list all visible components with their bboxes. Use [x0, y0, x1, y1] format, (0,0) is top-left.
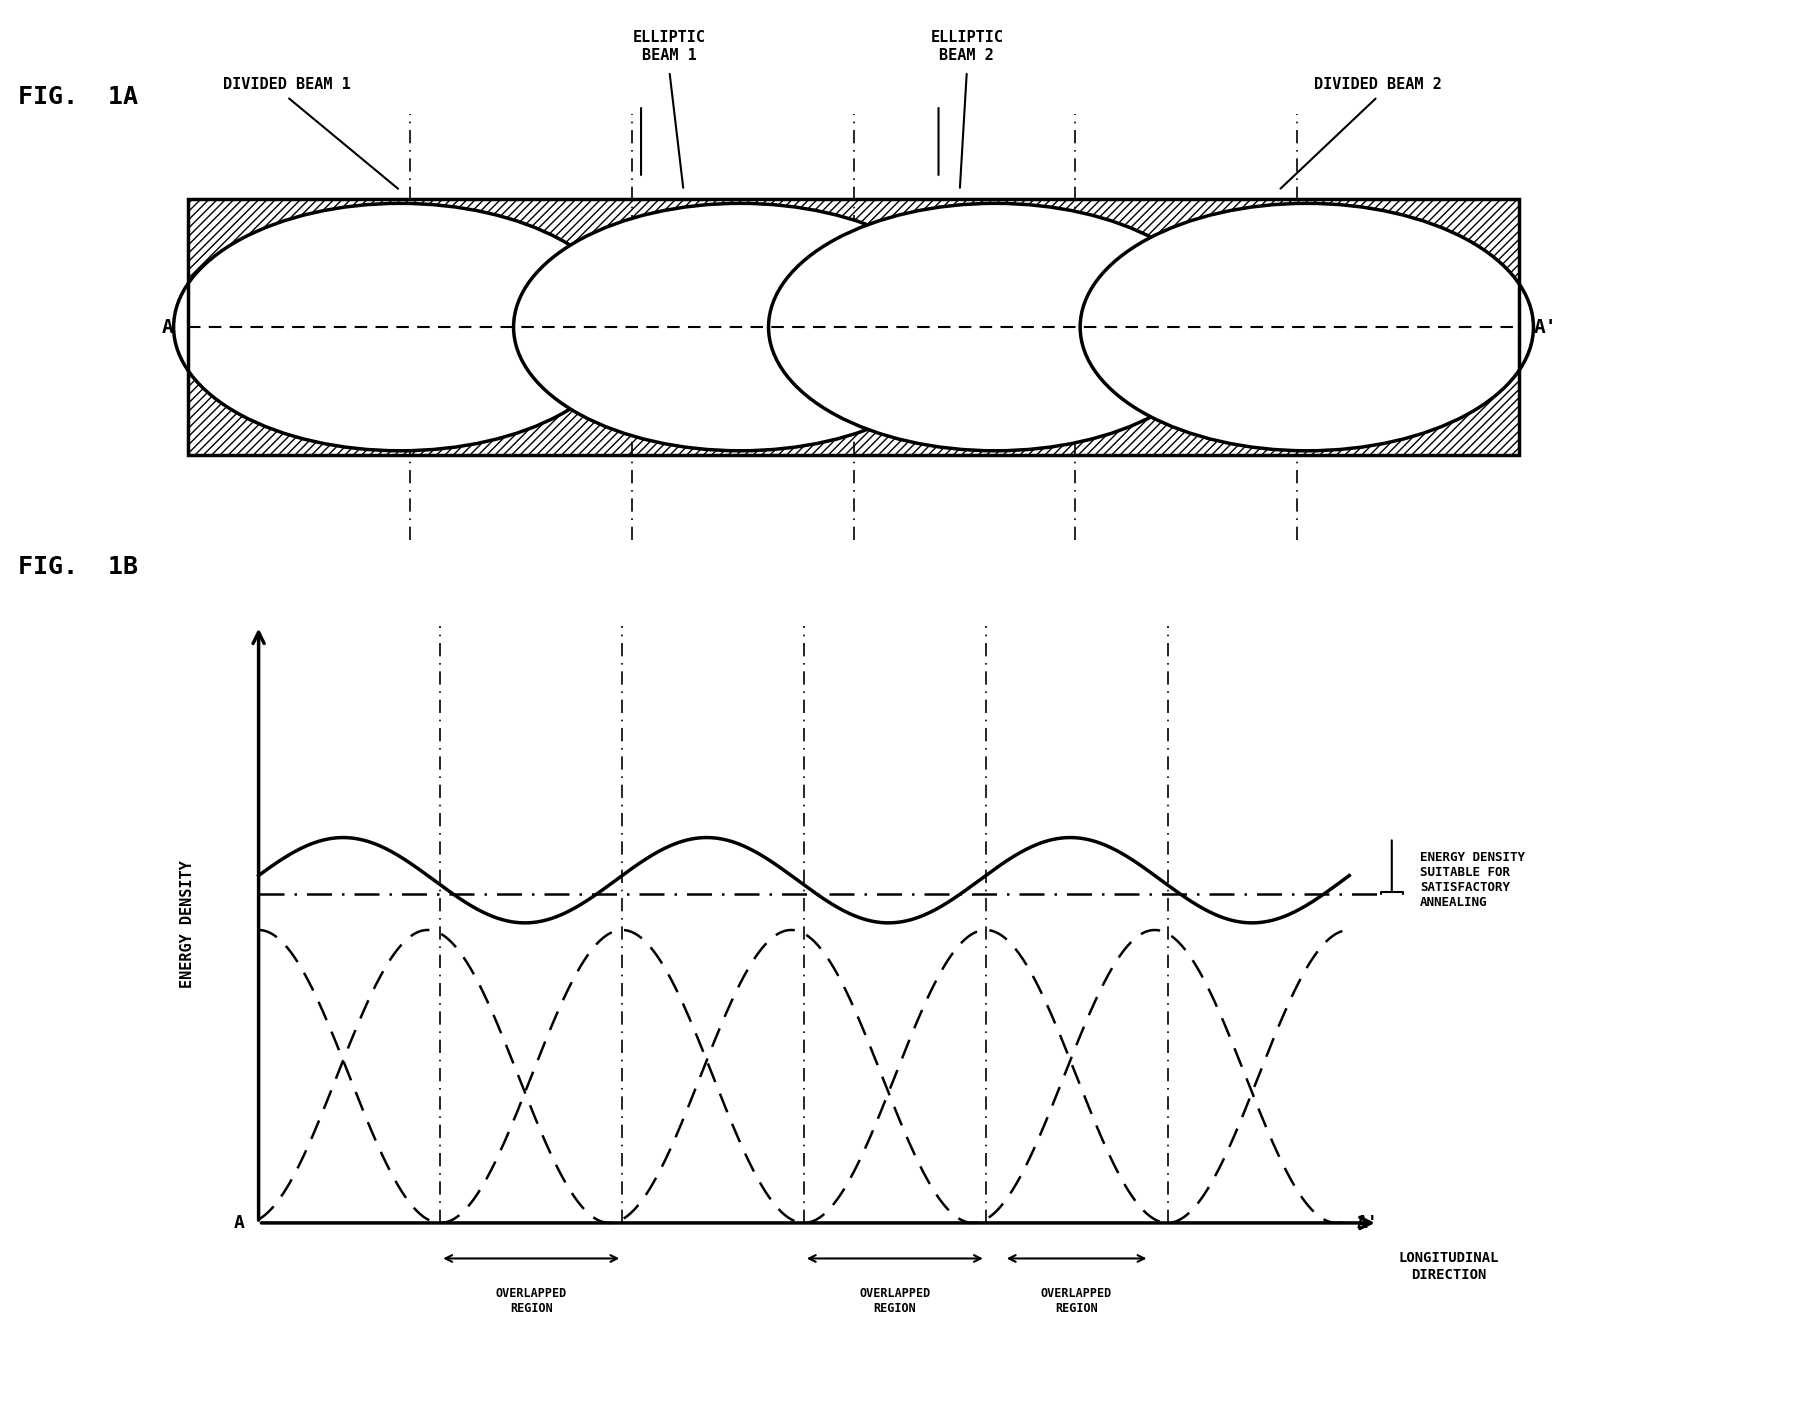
- Text: A: A: [234, 1214, 245, 1231]
- Text: DIVIDED BEAM 1: DIVIDED BEAM 1: [223, 77, 350, 92]
- Bar: [187, 199, 1520, 455]
- Text: ENERGY DENSITY: ENERGY DENSITY: [180, 860, 196, 988]
- Ellipse shape: [768, 203, 1222, 451]
- Text: DIVIDED BEAM 2: DIVIDED BEAM 2: [1313, 77, 1442, 92]
- Ellipse shape: [514, 203, 966, 451]
- Text: FIG.  1A: FIG. 1A: [18, 85, 138, 109]
- Ellipse shape: [1081, 203, 1533, 451]
- Text: ENERGY DENSITY
SUITABLE FOR
SATISFACTORY
ANNEALING: ENERGY DENSITY SUITABLE FOR SATISFACTORY…: [1420, 852, 1525, 909]
- Text: A': A': [1357, 1214, 1378, 1231]
- Text: FIG.  1B: FIG. 1B: [18, 555, 138, 579]
- Text: A: A: [162, 317, 174, 337]
- Text: OVERLAPPED
REGION: OVERLAPPED REGION: [859, 1287, 930, 1315]
- Text: LONGITUDINAL
DIRECTION: LONGITUDINAL DIRECTION: [1398, 1251, 1498, 1281]
- Text: A': A': [1533, 317, 1556, 337]
- Text: OVERLAPPED
REGION: OVERLAPPED REGION: [1041, 1287, 1111, 1315]
- Bar: [187, 199, 1520, 455]
- Text: ELLIPTIC
BEAM 2: ELLIPTIC BEAM 2: [930, 30, 1002, 63]
- Ellipse shape: [174, 203, 627, 451]
- Text: ELLIPTIC
BEAM 1: ELLIPTIC BEAM 1: [634, 30, 706, 63]
- Text: OVERLAPPED
REGION: OVERLAPPED REGION: [496, 1287, 567, 1315]
